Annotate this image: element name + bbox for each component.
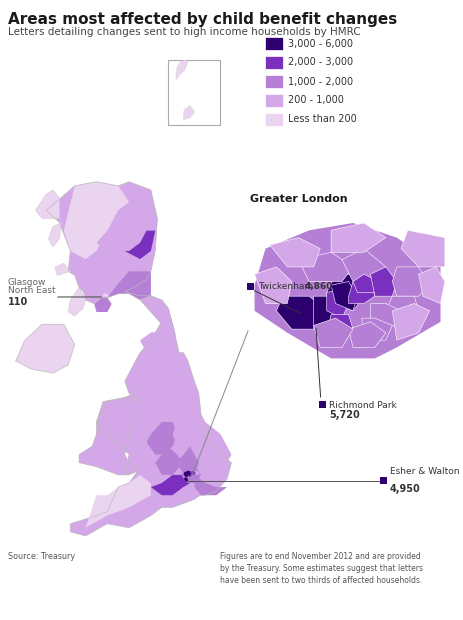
Polygon shape xyxy=(140,463,162,483)
Polygon shape xyxy=(183,477,188,481)
Polygon shape xyxy=(146,353,188,402)
Polygon shape xyxy=(150,475,190,495)
Text: Letters detailing changes sent to high income households by HMRC: Letters detailing changes sent to high i… xyxy=(8,27,360,37)
Polygon shape xyxy=(49,223,62,247)
Polygon shape xyxy=(254,223,439,358)
Bar xyxy=(246,283,253,291)
Polygon shape xyxy=(175,60,188,80)
Polygon shape xyxy=(68,288,85,316)
Text: 5,720: 5,720 xyxy=(328,410,359,420)
Polygon shape xyxy=(63,182,129,259)
Polygon shape xyxy=(392,304,429,340)
Polygon shape xyxy=(369,304,400,326)
Text: Source: Treasury: Source: Treasury xyxy=(8,552,75,561)
Polygon shape xyxy=(140,308,181,361)
Text: 110: 110 xyxy=(8,297,28,307)
Polygon shape xyxy=(129,353,146,402)
Text: 3,000 - 6,000: 3,000 - 6,000 xyxy=(288,38,352,48)
Text: 2,000 - 3,000: 2,000 - 3,000 xyxy=(288,58,352,68)
Polygon shape xyxy=(177,446,198,475)
Polygon shape xyxy=(348,322,385,347)
Polygon shape xyxy=(183,472,188,477)
Polygon shape xyxy=(96,218,146,251)
Polygon shape xyxy=(269,237,319,267)
Polygon shape xyxy=(16,324,75,373)
Polygon shape xyxy=(35,190,59,218)
Text: 200 - 1,000: 200 - 1,000 xyxy=(288,95,343,105)
Bar xyxy=(168,60,219,125)
Text: 1,000 - 2,000: 1,000 - 2,000 xyxy=(288,76,352,87)
Bar xyxy=(264,37,282,50)
Polygon shape xyxy=(418,267,444,304)
Text: Figures are to end November 2012 and are provided
by the Treasury. Some estimate: Figures are to end November 2012 and are… xyxy=(219,552,422,585)
Bar xyxy=(264,94,282,107)
Polygon shape xyxy=(146,422,177,454)
Polygon shape xyxy=(190,471,195,475)
Bar xyxy=(264,113,282,126)
Polygon shape xyxy=(313,318,352,347)
Bar xyxy=(379,477,386,484)
Polygon shape xyxy=(369,267,396,296)
Polygon shape xyxy=(361,318,392,340)
Polygon shape xyxy=(331,223,385,252)
Polygon shape xyxy=(331,281,357,311)
Polygon shape xyxy=(194,414,231,475)
Polygon shape xyxy=(107,272,150,300)
Bar xyxy=(318,401,325,408)
Bar xyxy=(264,56,282,69)
Text: Less than 200: Less than 200 xyxy=(288,115,356,125)
Polygon shape xyxy=(55,263,70,275)
Polygon shape xyxy=(103,294,109,298)
Polygon shape xyxy=(341,249,385,281)
Text: Areas most affected by child benefit changes: Areas most affected by child benefit cha… xyxy=(8,12,396,27)
Polygon shape xyxy=(348,281,374,304)
Text: Glasgow: Glasgow xyxy=(8,278,46,288)
Polygon shape xyxy=(70,296,231,536)
Polygon shape xyxy=(94,298,112,312)
Polygon shape xyxy=(276,296,326,329)
Polygon shape xyxy=(185,471,191,477)
Text: Greater London: Greater London xyxy=(250,194,347,204)
Polygon shape xyxy=(392,267,429,296)
Polygon shape xyxy=(326,274,363,311)
Polygon shape xyxy=(125,231,155,259)
Polygon shape xyxy=(298,252,352,281)
Polygon shape xyxy=(172,487,200,503)
Polygon shape xyxy=(188,467,196,471)
Polygon shape xyxy=(326,289,348,318)
Bar xyxy=(264,75,282,88)
Text: Richmond Park: Richmond Park xyxy=(328,401,396,409)
Text: 4,950: 4,950 xyxy=(389,484,420,494)
Text: North East: North East xyxy=(8,286,56,296)
Text: 4,860: 4,860 xyxy=(304,282,332,291)
Text: Twickenham: Twickenham xyxy=(257,282,315,291)
Polygon shape xyxy=(352,274,378,293)
Polygon shape xyxy=(400,230,444,267)
Polygon shape xyxy=(313,296,341,329)
Polygon shape xyxy=(181,467,200,483)
Polygon shape xyxy=(155,446,183,475)
Polygon shape xyxy=(195,471,200,475)
Polygon shape xyxy=(385,296,418,326)
Polygon shape xyxy=(182,105,194,120)
Polygon shape xyxy=(85,475,150,528)
Polygon shape xyxy=(254,267,291,304)
Text: Esher & Walton: Esher & Walton xyxy=(389,467,458,476)
Polygon shape xyxy=(326,314,352,340)
Polygon shape xyxy=(194,475,226,495)
Polygon shape xyxy=(46,182,157,304)
Polygon shape xyxy=(79,397,138,475)
Polygon shape xyxy=(168,405,190,454)
